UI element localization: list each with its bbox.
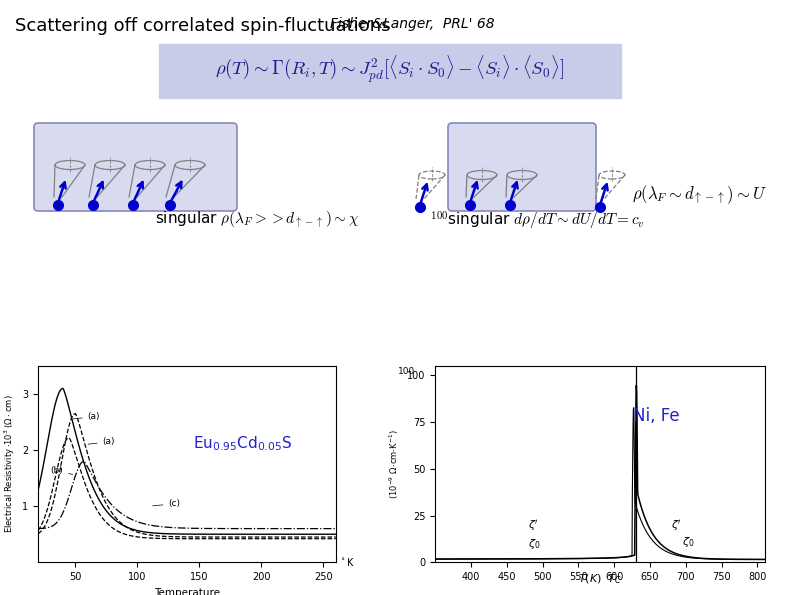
Text: Scattering off correlated spin-fluctuations: Scattering off correlated spin-fluctuati… bbox=[15, 17, 391, 35]
Text: 100: 100 bbox=[398, 367, 415, 376]
Text: $\zeta'$: $\zeta'$ bbox=[672, 518, 682, 533]
Text: (a): (a) bbox=[88, 437, 115, 446]
Text: (b): (b) bbox=[51, 465, 73, 475]
Text: $\zeta_0$: $\zeta_0$ bbox=[528, 537, 541, 552]
Y-axis label: Electrical Resistivity $\cdot\!10^3$ ($\Omega\cdot$cm): Electrical Resistivity $\cdot\!10^3$ ($\… bbox=[2, 395, 17, 533]
Text: $\zeta_0$: $\zeta_0$ bbox=[682, 536, 695, 549]
X-axis label: Temperature: Temperature bbox=[154, 587, 220, 595]
FancyBboxPatch shape bbox=[448, 123, 596, 211]
Text: $^{100}$singular $d\rho / dT \sim dU / dT = c_v$: $^{100}$singular $d\rho / dT \sim dU / d… bbox=[430, 210, 645, 232]
Text: Eu$_{0.95}$Cd$_{0.05}$S: Eu$_{0.95}$Cd$_{0.05}$S bbox=[193, 434, 292, 453]
Text: (a): (a) bbox=[73, 412, 100, 421]
Text: Fisher&Langer,  PRL' 68: Fisher&Langer, PRL' 68 bbox=[330, 17, 495, 31]
FancyBboxPatch shape bbox=[34, 123, 237, 211]
Text: $T(K)\ \ T_C$: $T(K)\ \ T_C$ bbox=[578, 572, 622, 585]
Text: Ni, Fe: Ni, Fe bbox=[633, 407, 680, 425]
Text: $\zeta'$: $\zeta'$ bbox=[528, 518, 539, 533]
Text: $\rho(T) \sim \Gamma(R_i, T) \sim J_{pd}^2[\langle S_i \cdot S_0\rangle - \langl: $\rho(T) \sim \Gamma(R_i, T) \sim J_{pd}… bbox=[215, 54, 565, 84]
Text: $^\circ$K: $^\circ$K bbox=[339, 556, 355, 568]
Text: (c): (c) bbox=[152, 499, 180, 508]
Text: singular $\rho(\lambda_F >> d_{\uparrow-\uparrow}) \sim \chi$: singular $\rho(\lambda_F >> d_{\uparrow-… bbox=[155, 210, 360, 230]
FancyBboxPatch shape bbox=[159, 44, 621, 98]
Text: $\rho(\lambda_F \sim d_{\uparrow-\uparrow}) \sim U$: $\rho(\lambda_F \sim d_{\uparrow-\uparro… bbox=[632, 184, 767, 206]
Y-axis label: $(10^{-9}\ \Omega\!\cdot\!$cm$\cdot$K$^{-1})$: $(10^{-9}\ \Omega\!\cdot\!$cm$\cdot$K$^{… bbox=[388, 429, 402, 499]
